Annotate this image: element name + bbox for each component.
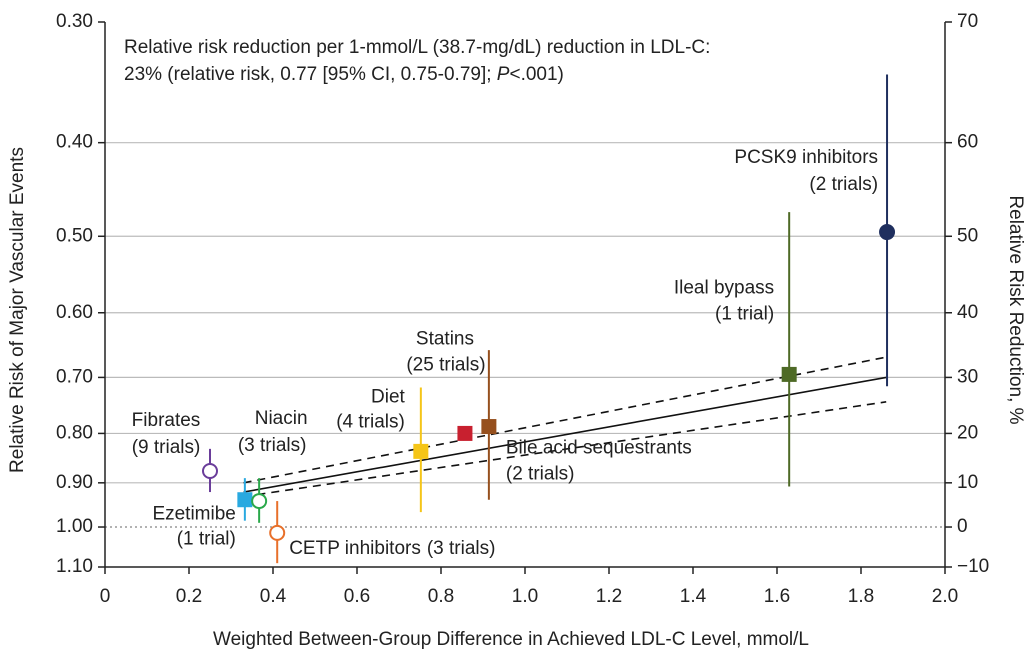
y2-tick-label: 70 xyxy=(957,11,978,32)
point-name: Ileal bypass xyxy=(674,277,774,298)
point-trials: (2 trials) xyxy=(506,464,575,485)
ci-line xyxy=(243,356,887,484)
regression-line xyxy=(243,376,887,493)
y2-tick-label: 30 xyxy=(957,366,978,387)
y-tick-label: 0.30 xyxy=(56,11,93,32)
point-trials: (4 trials) xyxy=(336,411,405,432)
point-name: Fibrates xyxy=(132,410,201,431)
point xyxy=(481,419,497,435)
point xyxy=(269,524,286,541)
annotation-part: <.001) xyxy=(509,64,563,85)
point xyxy=(202,463,218,480)
point-name: Ezetimibe xyxy=(152,504,235,525)
annotation-part: 23% (relative risk, 0.77 [95% CI, 0.75-0… xyxy=(124,64,497,85)
point-name: Niacin xyxy=(255,408,308,429)
x-tick-label: 0.4 xyxy=(260,586,287,607)
point xyxy=(251,493,268,510)
point-trials: (3 trials) xyxy=(238,435,307,456)
point-trials: (1 trial) xyxy=(715,303,774,324)
annotation: 23% (relative risk, 0.77 [95% CI, 0.75-0… xyxy=(124,64,564,85)
annotation-part: P xyxy=(497,64,510,85)
y-tick-label: 0.80 xyxy=(56,422,93,443)
point-name: CETP inhibitors xyxy=(289,538,421,559)
y-tick-label: 1.00 xyxy=(56,516,93,537)
y2-tick-label: 10 xyxy=(957,472,978,493)
point-trials: (1 trial) xyxy=(177,529,236,550)
point-name: Diet xyxy=(371,386,406,407)
point-trials: (9 trials) xyxy=(132,437,201,458)
y2-tick-label: −10 xyxy=(957,556,989,577)
y-tick-label: 0.60 xyxy=(56,302,93,323)
y2-tick-label: 0 xyxy=(957,516,968,537)
x-tick-label: 0 xyxy=(100,586,111,607)
x-tick-label: 1.4 xyxy=(680,586,707,607)
y-tick-label: 0.50 xyxy=(56,225,93,246)
annotation: Relative risk reduction per 1-mmol/L (38… xyxy=(124,37,710,58)
point xyxy=(781,366,797,382)
x-tick-label: 2.0 xyxy=(932,586,958,607)
point-trials: (25 trials) xyxy=(406,354,485,375)
x-tick-label: 1.2 xyxy=(596,586,622,607)
point-name: PCSK9 inhibitors xyxy=(734,147,878,168)
point xyxy=(457,425,473,441)
y2-tick-label: 40 xyxy=(957,302,978,323)
x-axis-label: Weighted Between-Group Difference in Ach… xyxy=(213,629,809,650)
x-tick-label: 0.2 xyxy=(176,586,202,607)
x-tick-label: 0.6 xyxy=(344,586,370,607)
y-tick-label: 1.10 xyxy=(56,556,93,577)
y-tick-label: 0.90 xyxy=(56,472,93,493)
y-tick-label: 0.40 xyxy=(56,132,93,153)
y-axis-label: Relative Risk of Major Vascular Events xyxy=(7,147,28,473)
ci-line xyxy=(243,401,887,498)
y2-tick-label: 50 xyxy=(957,225,978,246)
y-tick-label: 0.70 xyxy=(56,366,93,387)
x-tick-label: 1.6 xyxy=(764,586,790,607)
x-tick-label: 1.0 xyxy=(512,586,538,607)
point-trials: (3 trials) xyxy=(427,538,496,559)
y2-axis-label: Relative Risk Reduction, % xyxy=(1005,195,1026,424)
point xyxy=(413,443,429,459)
x-tick-label: 1.8 xyxy=(848,586,874,607)
point-name: Statins xyxy=(416,328,474,349)
y2-tick-label: 20 xyxy=(957,422,978,443)
point xyxy=(237,492,253,508)
point-name: Bile acid sequestrants xyxy=(506,438,692,459)
x-tick-label: 0.8 xyxy=(428,586,454,607)
point-label: CETP inhibitors (3 trials) xyxy=(289,538,495,559)
point-trials: (2 trials) xyxy=(809,174,878,195)
point xyxy=(879,224,896,241)
y2-tick-label: 60 xyxy=(957,132,978,153)
